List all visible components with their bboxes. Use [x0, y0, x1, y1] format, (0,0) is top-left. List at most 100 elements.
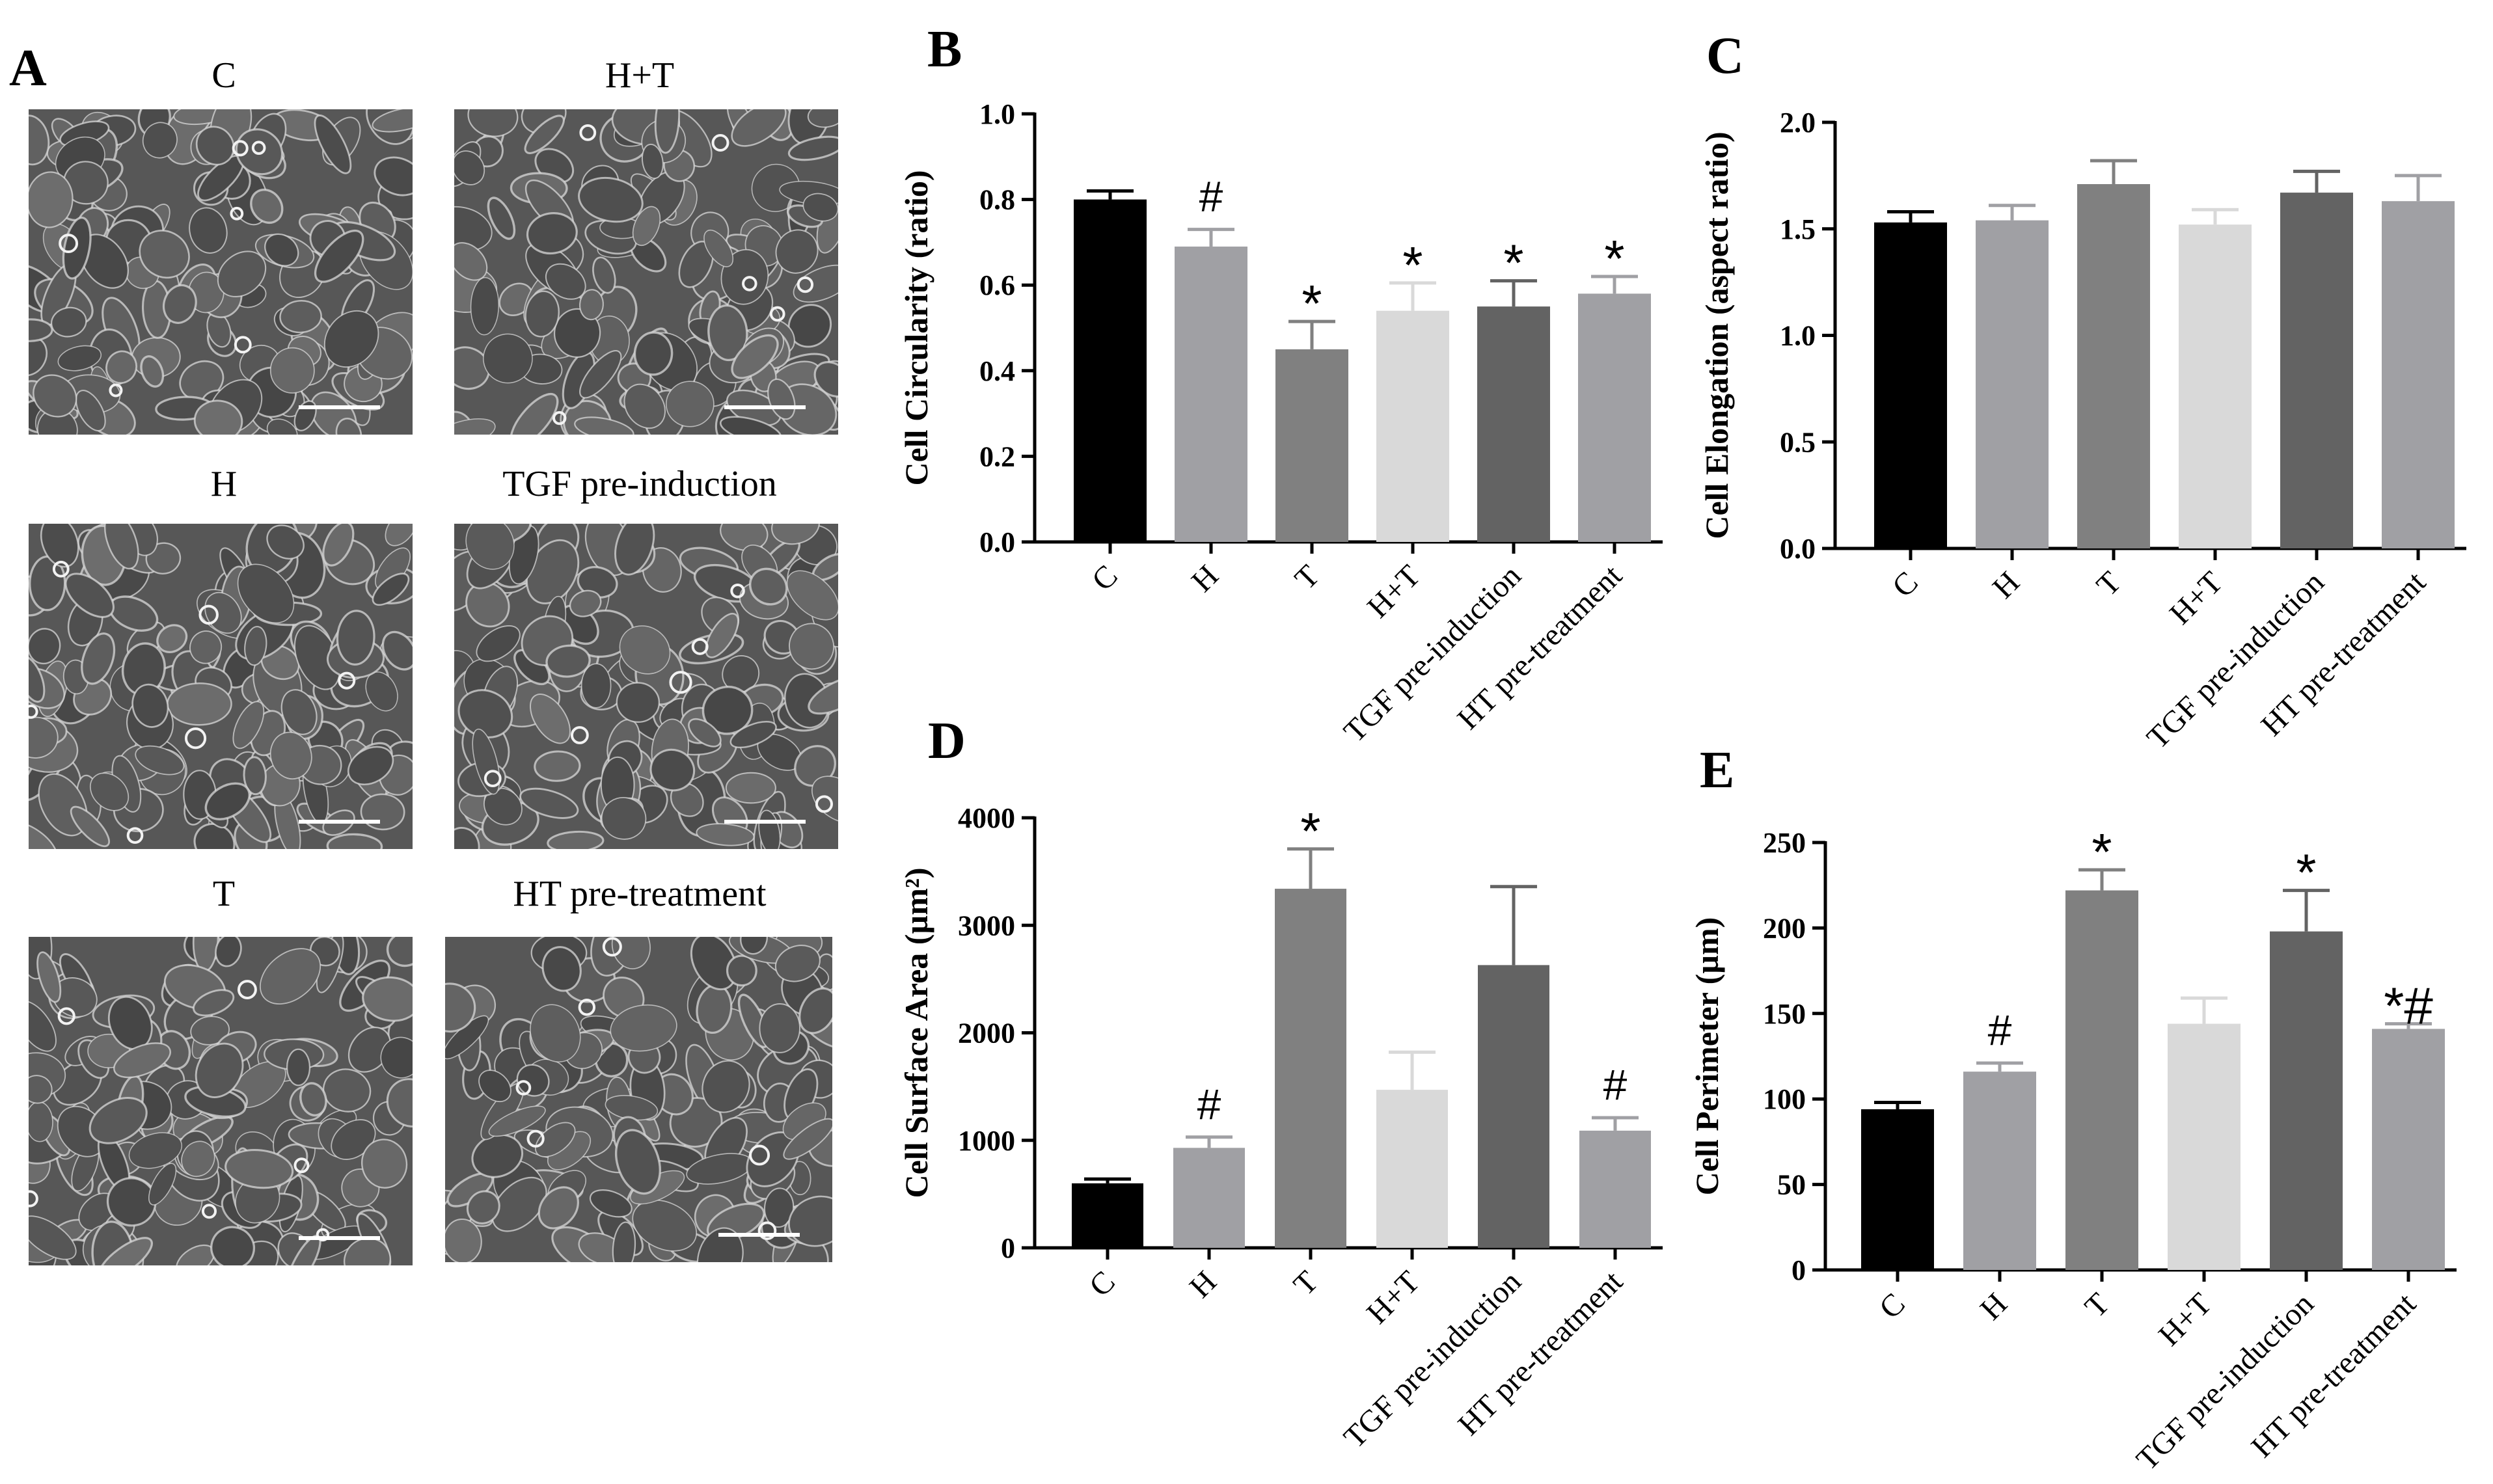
micrograph-tgf-pre-induction [454, 524, 838, 849]
chart-d: D 0 1000 2000 3000 4000 Cell Surface Area (µm²… [898, 712, 1663, 1455]
scale-bar [299, 1236, 380, 1240]
panel-a-label: A [9, 40, 47, 97]
y-tick-label: 0.4 [979, 355, 1015, 387]
bar-ht-pre-treatment [1578, 293, 1651, 542]
bar-tgf-pre-induction [2280, 193, 2353, 548]
x-tick-label-h-t: H+T [1361, 558, 1427, 625]
x-tick-label-t: T [1288, 558, 1326, 596]
x-tick-label-h: H [1183, 1264, 1223, 1304]
micrograph-texture [454, 109, 838, 435]
y-tick-label: 150 [1763, 998, 1806, 1030]
x-tick-label-h-t: H+T [2152, 1286, 2218, 1353]
scale-bar [724, 405, 806, 409]
bar-tgf-pre-induction [2270, 931, 2343, 1270]
y-tick-label: 1.0 [1780, 320, 1816, 352]
bar-ht-pre-treatment [2382, 201, 2455, 548]
bar-tgf-pre-induction [1478, 965, 1549, 1248]
significance-marker-ht-pre-treatment: * [1604, 230, 1624, 288]
x-tick-label-h: H [1986, 565, 2026, 605]
micrograph-texture [29, 524, 413, 849]
y-tick-label: 0.0 [979, 526, 1015, 558]
significance-marker-tgf-pre-induction: * [2296, 844, 2316, 902]
x-tick-label-tgf-pre-induction: TGF pre-induction [2130, 1286, 2321, 1477]
micrograph-h-t [454, 109, 838, 435]
x-tick-label-h: H [1185, 558, 1225, 599]
y-tick-label: 4000 [958, 802, 1015, 834]
significance-marker-tgf-pre-induction: * [1503, 234, 1523, 292]
x-tick-label-h-t: H+T [2163, 565, 2229, 631]
y-tick-label: 2000 [958, 1018, 1015, 1049]
y-tick-label: 1000 [958, 1125, 1015, 1157]
y-tick-label: 50 [1777, 1169, 1806, 1201]
y-tick-label: 2.0 [1780, 107, 1816, 139]
x-tick-label-tgf-pre-induction: TGF pre-induction [2140, 565, 2331, 755]
x-tick-label-h-t: H+T [1360, 1264, 1426, 1330]
x-tick-label-c: C [1886, 565, 1925, 604]
micrograph-c [29, 109, 413, 435]
micrograph-texture [29, 937, 413, 1265]
significance-marker-ht-pre-treatment: *# [2384, 977, 2433, 1035]
micrograph-texture [29, 109, 413, 435]
panel-d-label: D [928, 712, 966, 770]
y-tick-label: 0.5 [1780, 426, 1816, 458]
y-axis-label: Cell Perimeter (µm) [1689, 917, 1725, 1196]
chart-c: C 0.0 0.5 1.0 1.5 2.0 Cell Elongation (aspect … [1698, 27, 2466, 755]
panel-e-label: E [1700, 742, 1734, 799]
y-axis-label: Cell Circularity (ratio) [898, 170, 934, 485]
bar-h-t [2168, 1023, 2241, 1270]
image-title-t: T [212, 874, 236, 914]
significance-marker-ht-pre-treatment: # [1603, 1060, 1628, 1109]
x-tick-label-c: C [1085, 558, 1124, 597]
y-tick-label: 0 [1791, 1254, 1806, 1286]
significance-marker-h: # [1199, 172, 1223, 221]
y-tick-label: 100 [1763, 1083, 1806, 1115]
bar-h [1173, 1148, 1245, 1248]
x-tick-label-c: C [1083, 1264, 1122, 1303]
bar-h [1963, 1072, 2036, 1270]
scale-bar [299, 405, 380, 409]
significance-marker-t: * [1301, 275, 1322, 332]
bar-tgf-pre-induction [1477, 306, 1550, 542]
bar-t [1275, 349, 1348, 542]
y-tick-label: 0 [1001, 1232, 1015, 1264]
bar-t [1275, 889, 1346, 1248]
bar-c [1074, 199, 1147, 543]
micrograph-texture [445, 937, 832, 1262]
bar-t [2065, 890, 2138, 1270]
bar-h-t [1376, 1090, 1448, 1248]
chart-b: B 0.0 0.2 0.4 0.6 0.8 1.0 Cell Circularity (rat… [898, 21, 1663, 749]
panel-b-label: B [927, 21, 962, 78]
bar-c [1874, 222, 1947, 548]
significance-marker-h-t: * [1402, 236, 1423, 294]
image-title-h-t: H+T [605, 55, 675, 96]
bar-ht-pre-treatment [1579, 1130, 1651, 1248]
image-title-c: C [211, 55, 236, 96]
bar-h-t [1376, 310, 1449, 542]
y-tick-label: 200 [1763, 912, 1806, 944]
bar-t [2077, 183, 2150, 549]
x-tick-label-h: H [1974, 1286, 2014, 1327]
significance-marker-t: * [2091, 823, 2112, 881]
micrograph-ht-pre-treatment [445, 937, 832, 1262]
bar-h [1976, 220, 2049, 548]
bar-c [1072, 1183, 1143, 1248]
chart-e: E 0 50 100 150 200 250 Cell Perimeter (µm) C H # T *… [1689, 742, 2457, 1477]
scale-bar [299, 820, 380, 824]
y-tick-label: 1.0 [979, 98, 1015, 130]
micrograph-texture [454, 524, 838, 849]
y-tick-label: 0.8 [979, 184, 1015, 216]
significance-marker-h: # [1197, 1080, 1221, 1128]
micrograph-h [29, 524, 413, 849]
y-tick-label: 1.5 [1780, 213, 1816, 245]
y-tick-label: 3000 [958, 910, 1015, 941]
bar-c [1861, 1109, 1934, 1270]
significance-marker-t: * [1300, 802, 1320, 860]
image-title-h: H [210, 464, 238, 504]
y-axis-label: Cell Surface Area (µm²) [898, 867, 934, 1198]
x-tick-label-c: C [1873, 1286, 1912, 1325]
y-tick-label: 0.0 [1780, 533, 1816, 565]
x-tick-label-tgf-pre-induction: TGF pre-induction [1337, 1264, 1528, 1455]
image-title-ht-pre-treatment: HT pre-treatment [513, 874, 767, 914]
